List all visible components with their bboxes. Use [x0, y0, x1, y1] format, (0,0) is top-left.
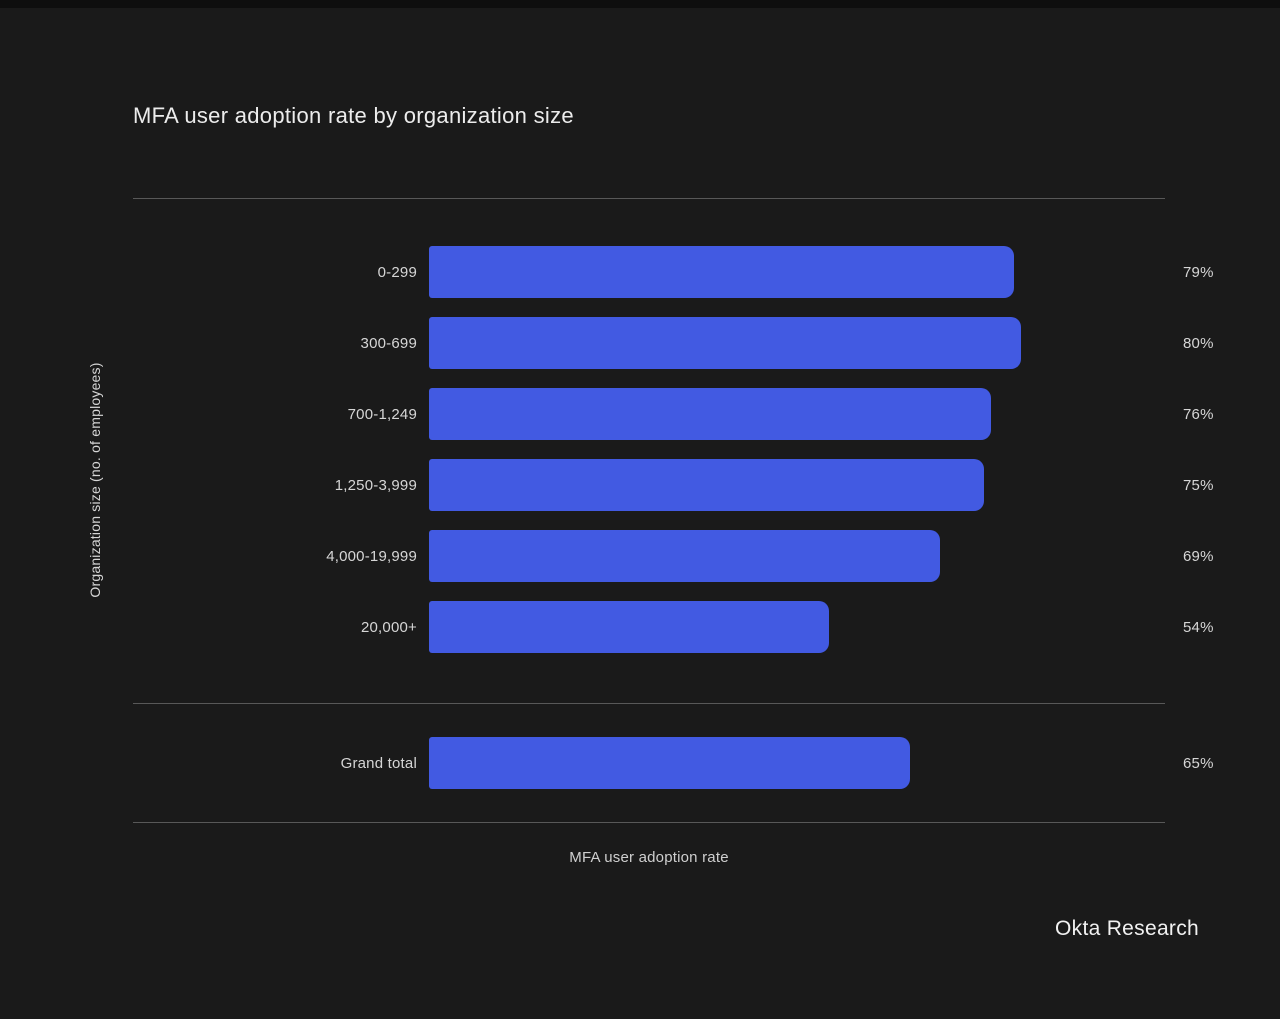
bar	[429, 530, 940, 582]
source-attribution: Okta Research	[1055, 917, 1199, 940]
chart-row: 1,250-3,999 75%	[133, 459, 1214, 511]
bar	[429, 246, 1014, 298]
bar	[429, 317, 1021, 369]
bar	[429, 388, 992, 440]
category-label: 1,250-3,999	[334, 476, 417, 494]
x-axis-label: MFA user adoption rate	[569, 849, 729, 866]
category-label: 700-1,249	[347, 405, 417, 423]
bar-rows: 0-299 79% 300-699 80% 700-1,249 76% 1,25…	[133, 246, 1214, 653]
divider-middle	[133, 703, 1165, 704]
chart-row: 300-699 80%	[133, 317, 1214, 369]
category-label: 4,000-19,999	[326, 547, 417, 565]
chart-row: 0-299 79%	[133, 246, 1214, 298]
bar-track	[429, 530, 1169, 582]
grand-total-bar	[429, 737, 910, 789]
chart-row: 20,000+ 54%	[133, 601, 1214, 653]
y-axis-label: Organization size (no. of employees)	[87, 362, 103, 598]
category-label: 300-699	[360, 334, 417, 352]
chart-title: MFA user adoption rate by organization s…	[133, 103, 574, 128]
top-edge-strip	[0, 0, 1280, 8]
bar-track	[429, 317, 1169, 369]
value-label: 76%	[1183, 405, 1214, 423]
bar-track	[429, 459, 1169, 511]
grand-total-label: Grand total	[340, 754, 417, 772]
value-label: 75%	[1183, 476, 1214, 494]
bar	[429, 459, 984, 511]
value-label: 79%	[1183, 263, 1214, 281]
value-label: 54%	[1183, 618, 1214, 636]
bar-track	[429, 246, 1169, 298]
bar-track	[429, 601, 1169, 653]
divider-top	[133, 198, 1165, 199]
category-label: 20,000+	[360, 618, 417, 636]
category-label: 0-299	[377, 263, 417, 281]
divider-bottom	[133, 822, 1165, 823]
value-label: 80%	[1183, 334, 1214, 352]
chart-row: 4,000-19,999 69%	[133, 530, 1214, 582]
bar	[429, 601, 829, 653]
grand-total-row: Grand total 65%	[133, 737, 1214, 789]
bar-track	[429, 388, 1169, 440]
value-label: 69%	[1183, 547, 1214, 565]
chart-row: 700-1,249 76%	[133, 388, 1214, 440]
grand-total-bar-track	[429, 737, 1169, 789]
grand-total-value-label: 65%	[1183, 754, 1214, 772]
